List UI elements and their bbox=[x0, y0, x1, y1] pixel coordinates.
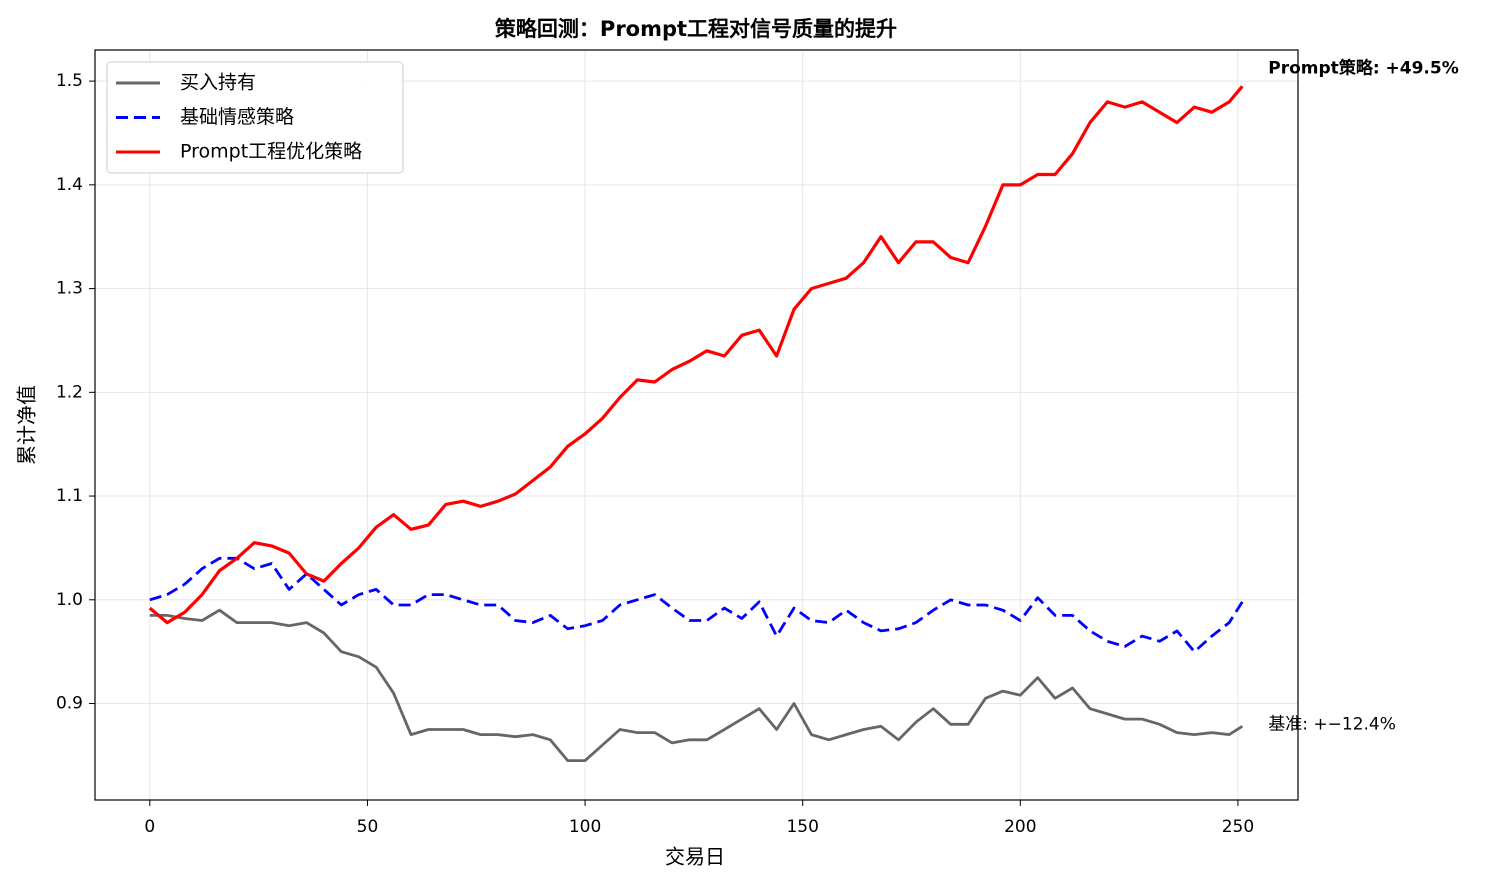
series-line bbox=[148, 85, 1244, 625]
annotation: Prompt策略: +49.5% bbox=[1268, 57, 1458, 78]
y-tick-label: 0.9 bbox=[56, 694, 83, 714]
series-line bbox=[149, 556, 1244, 654]
y-tick-label: 1.5 bbox=[56, 71, 83, 91]
chart-title: 策略回测：Prompt工程对信号质量的提升 bbox=[495, 17, 897, 41]
annotation: 基准: +−12.4% bbox=[1268, 714, 1396, 734]
y-tick-label: 1.1 bbox=[56, 486, 83, 506]
x-tick-label: 0 bbox=[144, 817, 155, 837]
plot-frame bbox=[94, 49, 1299, 801]
x-tick-label: 250 bbox=[1222, 817, 1254, 837]
y-tick-label: 1.3 bbox=[56, 279, 83, 299]
legend-label: 基础情感策略 bbox=[180, 106, 294, 128]
y-axis-label: 累计净值 bbox=[15, 385, 39, 465]
x-tick-label: 100 bbox=[569, 817, 601, 837]
y-tick-label: 1.0 bbox=[56, 590, 83, 610]
legend-label: 买入持有 bbox=[180, 72, 256, 94]
y-tick-label: 1.4 bbox=[56, 175, 83, 195]
series-line bbox=[149, 608, 1244, 762]
x-axis-label: 交易日 bbox=[665, 845, 725, 869]
y-tick-label: 1.2 bbox=[56, 382, 83, 402]
legend-label: Prompt工程优化策略 bbox=[180, 141, 362, 163]
x-tick-label: 50 bbox=[357, 817, 379, 837]
x-tick-label: 200 bbox=[1004, 817, 1036, 837]
x-tick-label: 150 bbox=[786, 817, 818, 837]
legend-box bbox=[106, 61, 404, 174]
